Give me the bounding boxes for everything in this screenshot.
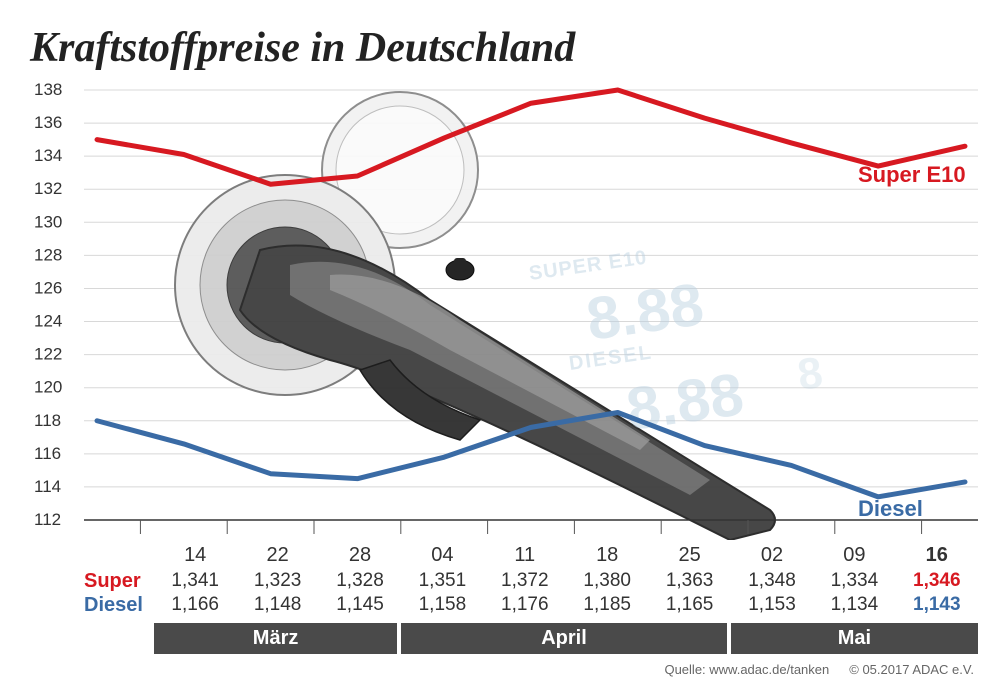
svg-text:122: 122 (34, 345, 62, 364)
row-label-super: Super (84, 570, 154, 593)
svg-text:134: 134 (34, 146, 62, 165)
series-label: Diesel (858, 496, 923, 521)
line-chart: SUPER E10 8.88 DIESEL 8.88 8 11211411611… (30, 80, 978, 540)
svg-text:132: 132 (34, 179, 62, 198)
table-row-diesel: Diesel 1,1661,1481,1451,1581,1761,1851,1… (84, 593, 978, 617)
price-table: 14222804111825020916 Super 1,3411,3231,3… (84, 540, 978, 654)
footer-copyright: © 05.2017 ADAC e.V. (849, 662, 974, 677)
svg-text:126: 126 (34, 278, 62, 297)
svg-text:8.88: 8.88 (622, 360, 747, 443)
date-cell: 14 (154, 540, 236, 569)
date-cell: 28 (319, 540, 401, 569)
price-cell: 1,165 (648, 593, 730, 617)
date-cell: 11 (484, 540, 566, 569)
chart-area: SUPER E10 8.88 DIESEL 8.88 8 11211411611… (30, 80, 978, 540)
price-cell: 1,341 (154, 569, 236, 593)
price-cell: 1,166 (154, 593, 236, 617)
month-cell: April (401, 623, 727, 654)
date-cell: 04 (401, 540, 483, 569)
date-cell: 16 (896, 540, 978, 569)
date-cell: 09 (813, 540, 895, 569)
svg-text:118: 118 (34, 411, 61, 430)
table-row-dates: 14222804111825020916 (84, 540, 978, 569)
date-cell: 02 (731, 540, 813, 569)
price-cell: 1,334 (813, 569, 895, 593)
svg-text:116: 116 (34, 444, 61, 463)
price-cell: 1,351 (401, 569, 483, 593)
month-cell: Mai (731, 623, 978, 654)
price-cell: 1,185 (566, 593, 648, 617)
series-line (97, 90, 965, 184)
price-cell: 1,328 (319, 569, 401, 593)
price-cell: 1,145 (319, 593, 401, 617)
svg-text:136: 136 (34, 113, 62, 132)
svg-text:138: 138 (34, 80, 62, 99)
price-cell: 1,176 (484, 593, 566, 617)
price-cell: 1,380 (566, 569, 648, 593)
price-cell: 1,158 (401, 593, 483, 617)
svg-text:8.88: 8.88 (582, 270, 707, 353)
series-line (97, 413, 965, 497)
svg-text:124: 124 (34, 312, 62, 331)
svg-text:130: 130 (34, 212, 62, 231)
price-cell: 1,372 (484, 569, 566, 593)
date-cell: 22 (236, 540, 318, 569)
price-cell: 1,323 (236, 569, 318, 593)
svg-text:114: 114 (34, 477, 61, 496)
price-cell: 1,153 (731, 593, 813, 617)
date-cell: 25 (648, 540, 730, 569)
month-cell: März (154, 623, 397, 654)
price-cell: 1,134 (813, 593, 895, 617)
table-row-super: Super 1,3411,3231,3281,3511,3721,3801,36… (84, 569, 978, 593)
svg-text:128: 128 (34, 245, 62, 264)
svg-text:DIESEL: DIESEL (568, 341, 654, 375)
price-cell: 1,348 (731, 569, 813, 593)
svg-text:112: 112 (34, 510, 61, 529)
month-bar: März April Mai (84, 623, 978, 654)
footer-source: Quelle: www.adac.de/tanken (664, 662, 829, 677)
footer: Quelle: www.adac.de/tanken © 05.2017 ADA… (664, 662, 974, 677)
page-title: Kraftstoffpreise in Deutschland (30, 24, 978, 72)
series-label: Super E10 (858, 162, 966, 187)
price-cell: 1,363 (648, 569, 730, 593)
svg-text:8: 8 (795, 348, 826, 400)
date-cell: 18 (566, 540, 648, 569)
svg-text:120: 120 (34, 378, 62, 397)
row-label-diesel: Diesel (84, 594, 154, 617)
price-cell: 1,143 (896, 593, 978, 617)
price-cell: 1,346 (896, 569, 978, 593)
price-cell: 1,148 (236, 593, 318, 617)
